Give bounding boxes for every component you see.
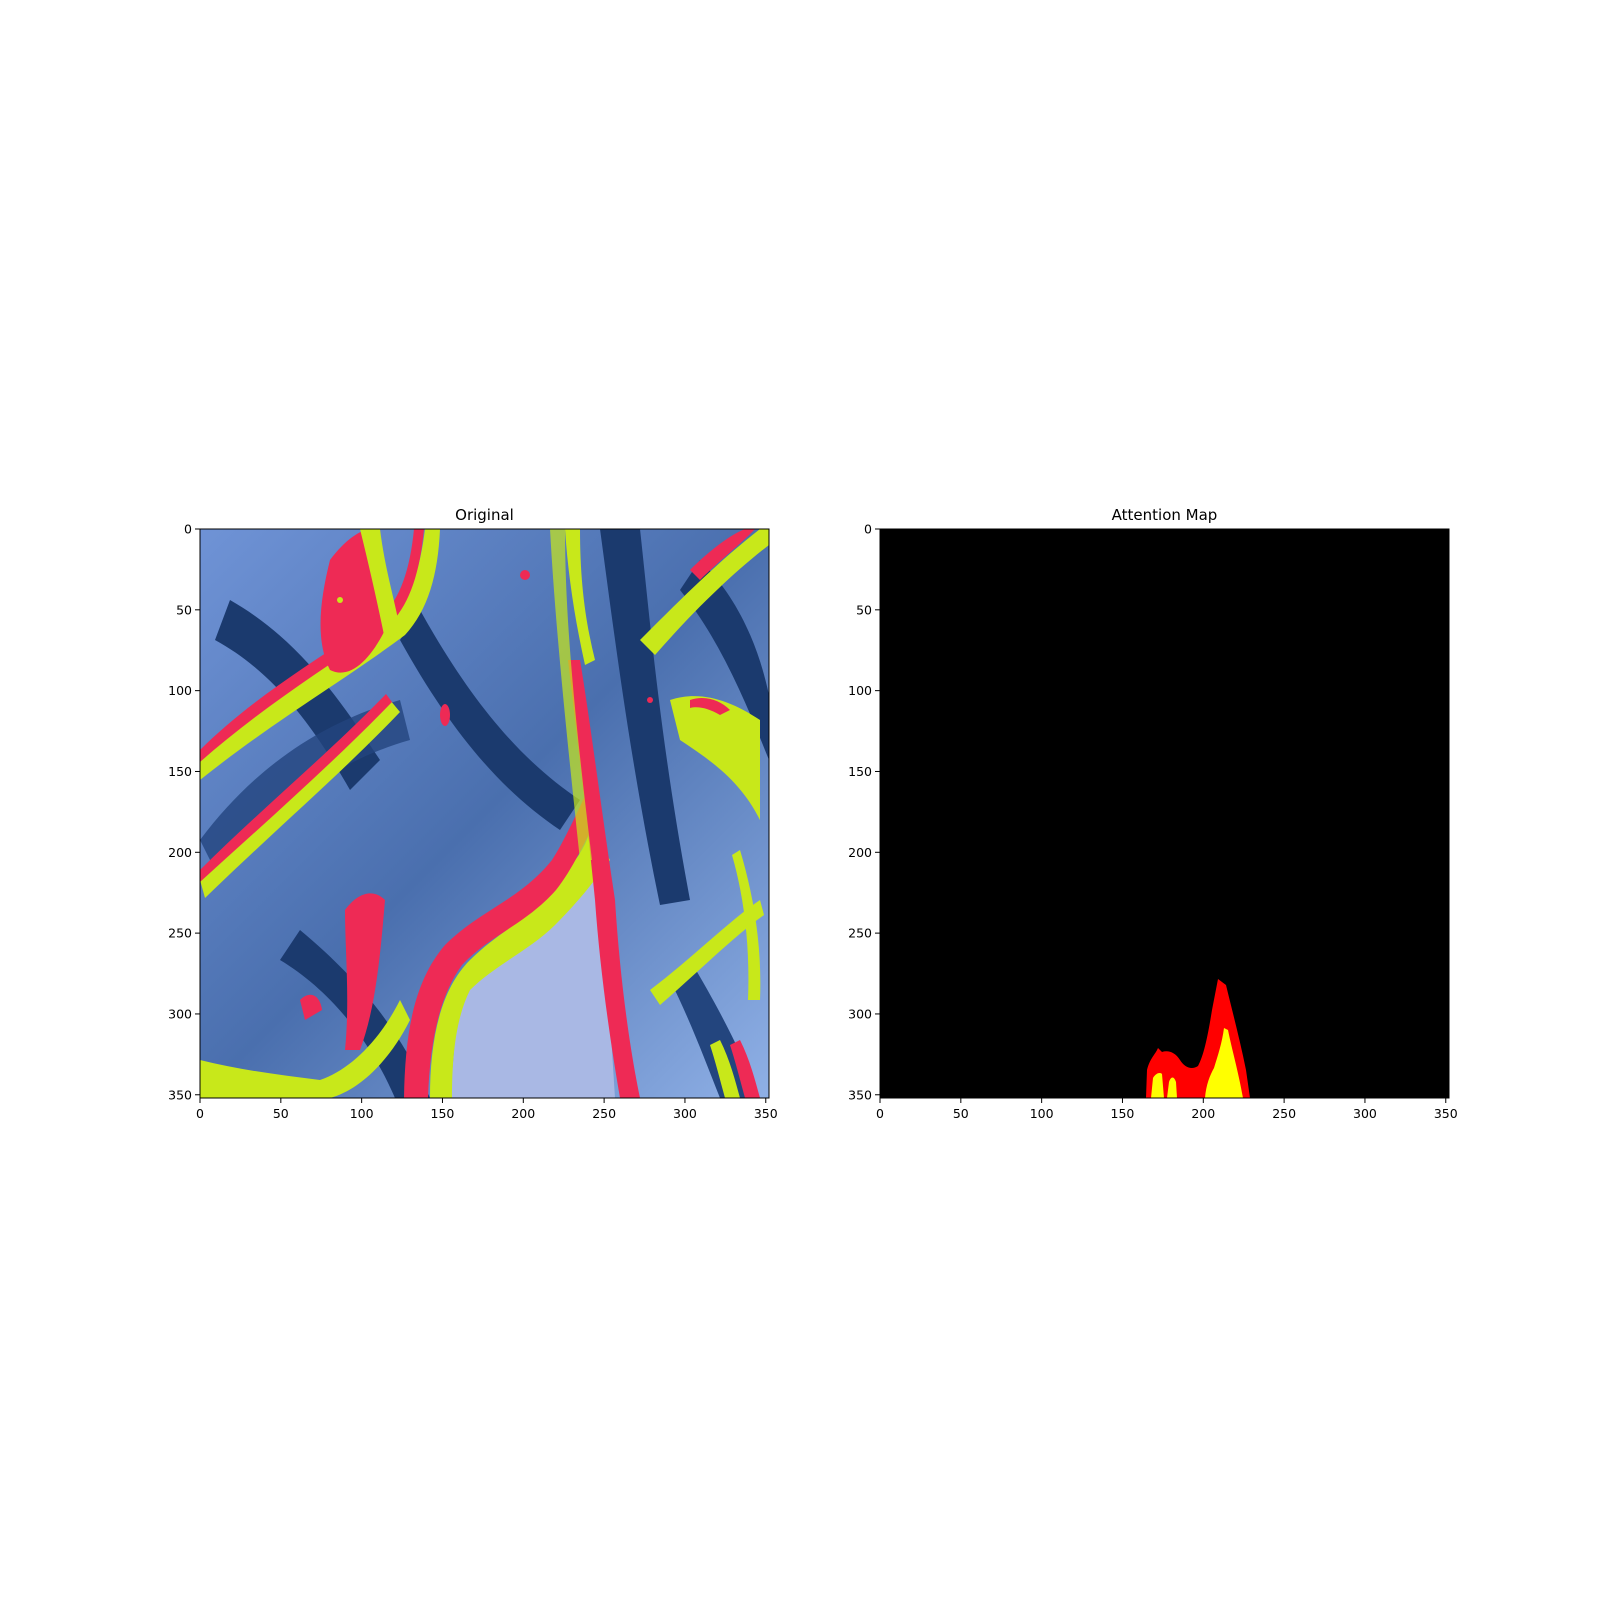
y-tick-label: 100 <box>848 683 872 698</box>
x-tick-label: 300 <box>1353 1106 1377 1121</box>
axes-original: 0 50 100 150 200 250 300 350 0 50 100 150 200 250 300 3… <box>168 522 778 1122</box>
attention-image <box>880 529 1449 1098</box>
x-tick-label: 200 <box>511 1106 535 1121</box>
original-image <box>200 529 769 1098</box>
x-tick-label: 50 <box>953 1106 969 1121</box>
y-tick-label: 300 <box>848 1006 872 1021</box>
x-tick-label: 150 <box>431 1106 455 1121</box>
x-tick-label: 300 <box>673 1106 697 1121</box>
x-tick-label: 350 <box>754 1106 778 1121</box>
attention-hotspot-high <box>1151 1028 1243 1098</box>
y-tick-label: 50 <box>856 602 872 617</box>
y-tick-label: 100 <box>168 683 192 698</box>
y-tick-label: 250 <box>848 926 872 941</box>
attention-background <box>880 529 1449 1098</box>
axes-attention: 0 50 100 150 200 250 300 350 0 50 100 150 200 250 300 3… <box>848 522 1458 1122</box>
y-tick-label: 350 <box>168 1087 192 1102</box>
y-tick-label: 300 <box>168 1006 192 1021</box>
y-tick-label: 50 <box>176 602 192 617</box>
y-tick-label: 150 <box>168 764 192 779</box>
y-tick-label: 150 <box>848 764 872 779</box>
y-tick-label: 350 <box>848 1087 872 1102</box>
x-tick-label: 250 <box>592 1106 616 1121</box>
y-tick-label: 0 <box>864 522 872 537</box>
x-tick-label: 250 <box>1272 1106 1296 1121</box>
x-tick-label: 50 <box>273 1106 289 1121</box>
y-tick-label: 200 <box>848 845 872 860</box>
attention-frame <box>879 528 1450 1099</box>
x-tick-label: 150 <box>1111 1106 1135 1121</box>
title-attention: Attention Map <box>1112 506 1218 524</box>
x-tick-label: 350 <box>1434 1106 1458 1121</box>
y-tick-label: 0 <box>184 522 192 537</box>
y-tick-label: 250 <box>168 926 192 941</box>
panel-original: Original <box>168 506 778 1121</box>
title-original: Original <box>455 506 514 524</box>
original-frame <box>199 528 770 1099</box>
panel-attention: Attention Map 0 50 100 150 200 250 300 350 0 50 10… <box>848 506 1458 1121</box>
x-tick-label: 0 <box>196 1106 204 1121</box>
x-tick-label: 200 <box>1191 1106 1215 1121</box>
x-tick-label: 0 <box>876 1106 884 1121</box>
y-tick-label: 200 <box>168 845 192 860</box>
x-tick-label: 100 <box>350 1106 374 1121</box>
x-tick-label: 100 <box>1030 1106 1054 1121</box>
